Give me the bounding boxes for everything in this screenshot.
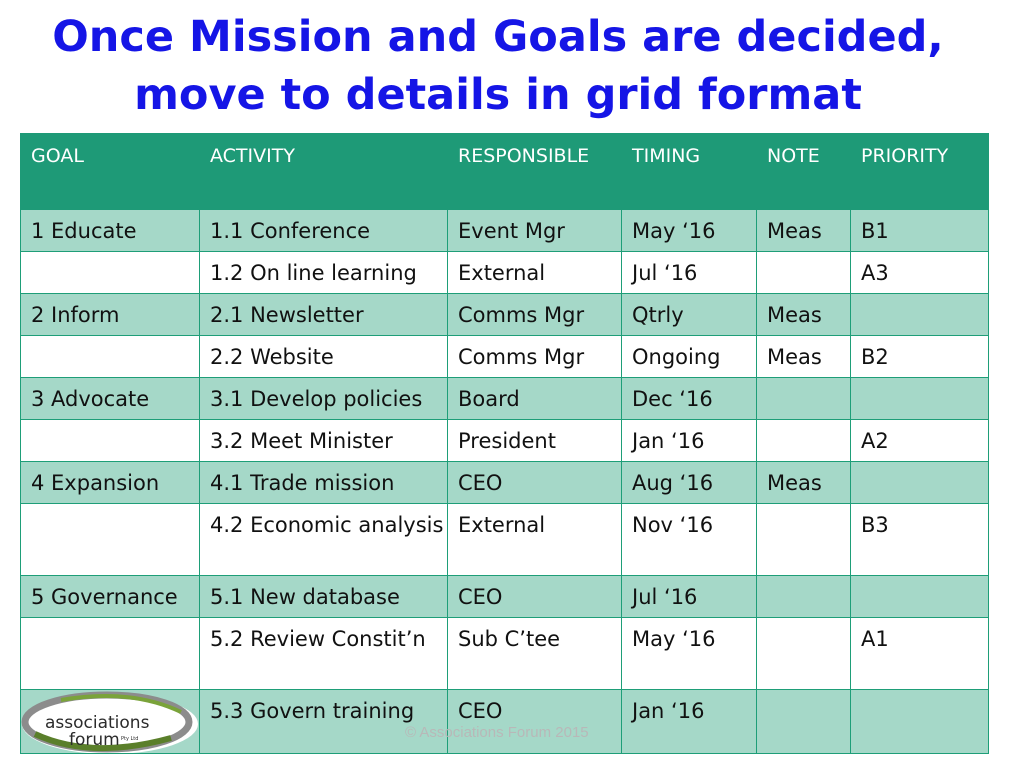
cell-activity: 1.1 Conference [199,209,448,252]
cell-goal-logo: associations forum Pty Ltd [20,689,200,754]
cell-goal [20,503,200,576]
cell-goal: 5 Governance [20,575,200,618]
cell-activity: 4.1 Trade mission [199,461,448,504]
cell-timing: Aug ‘16 [621,461,757,504]
header-note: NOTE [756,133,851,210]
table-row: 1 Educate 1.1 Conference Event Mgr May ‘… [20,209,989,252]
cell-responsible: Board [447,377,622,420]
cell-note: Meas [756,293,851,336]
header-goal: GOAL [20,133,200,210]
cell-priority: B2 [850,335,989,378]
cell-goal: 2 Inform [20,293,200,336]
cell-timing: Jul ‘16 [621,575,757,618]
cell-responsible: Event Mgr [447,209,622,252]
table-row: 4 Expansion 4.1 Trade mission CEO Aug ‘1… [20,461,989,504]
cell-activity: 3.2 Meet Minister [199,419,448,462]
table-row: 4.2 Economic analysis External Nov ‘16 B… [20,503,989,576]
header-priority: PRIORITY [850,133,989,210]
cell-note [756,377,851,420]
cell-note: Meas [756,461,851,504]
cell-timing: May ‘16 [621,617,757,690]
cell-activity: 5.1 New database [199,575,448,618]
cell-note [756,503,851,576]
table-row: 5.2 Review Constit’n Sub C’tee May ‘16 A… [20,617,989,690]
cell-goal: 3 Advocate [20,377,200,420]
cell-activity: 5.2 Review Constit’n [199,617,448,690]
cell-goal: 1 Educate [20,209,200,252]
cell-note [756,419,851,462]
cell-timing: May ‘16 [621,209,757,252]
logo-text-line-2: forum [69,730,120,750]
associations-forum-logo: associations forum Pty Ltd [21,691,198,753]
cell-timing: Jul ‘16 [621,251,757,294]
cell-responsible: CEO [447,575,622,618]
cell-responsible: Sub C’tee [447,617,622,690]
cell-responsible: External [447,251,622,294]
cell-timing: Jan ‘16 [621,689,757,754]
cell-goal [20,419,200,462]
logo-text-suffix: Pty Ltd [121,736,138,742]
cell-activity: 4.2 Economic analysis [199,503,448,576]
table-row: 1.2 On line learning External Jul ‘16 A3 [20,251,989,294]
cell-note [756,575,851,618]
cell-priority [850,689,989,754]
table-row: 3 Advocate 3.1 Develop policies Board De… [20,377,989,420]
cell-activity: 2.1 Newsletter [199,293,448,336]
cell-priority [850,461,989,504]
cell-responsible: CEO [447,689,622,754]
cell-note: Meas [756,335,851,378]
cell-note [756,617,851,690]
slide-title-line-2: move to details in grid format [134,70,862,120]
cell-note [756,251,851,294]
header-responsible: RESPONSIBLE [447,133,622,210]
cell-goal [20,335,200,378]
cell-activity: 5.3 Govern training [199,689,448,754]
table-row: associations forum Pty Ltd 5.3 Govern tr… [20,689,989,754]
cell-goal [20,617,200,690]
cell-responsible: CEO [447,461,622,504]
cell-timing: Ongoing [621,335,757,378]
cell-activity: 2.2 Website [199,335,448,378]
table-row: 3.2 Meet Minister President Jan ‘16 A2 [20,419,989,462]
cell-priority [850,575,989,618]
table-row: 2 Inform 2.1 Newsletter Comms Mgr Qtrly … [20,293,989,336]
cell-priority: A1 [850,617,989,690]
slide-title: Once Mission and Goals are decided, move… [0,8,996,124]
table-row: 5 Governance 5.1 New database CEO Jul ‘1… [20,575,989,618]
cell-responsible: Comms Mgr [447,335,622,378]
cell-priority [850,293,989,336]
cell-note [756,689,851,754]
cell-note: Meas [756,209,851,252]
cell-timing: Dec ‘16 [621,377,757,420]
cell-priority: B1 [850,209,989,252]
cell-timing: Jan ‘16 [621,419,757,462]
logo-text-line-1: associations [45,713,150,733]
cell-activity: 1.2 On line learning [199,251,448,294]
cell-priority: A2 [850,419,989,462]
cell-priority [850,377,989,420]
cell-responsible: Comms Mgr [447,293,622,336]
cell-priority: A3 [850,251,989,294]
slide-title-line-1: Once Mission and Goals are decided, [52,12,944,62]
cell-goal [20,251,200,294]
cell-activity: 3.1 Develop policies [199,377,448,420]
table-row: 2.2 Website Comms Mgr Ongoing Meas B2 [20,335,989,378]
goals-grid-table: GOAL ACTIVITY RESPONSIBLE TIMING NOTE PR… [20,133,989,754]
header-activity: ACTIVITY [199,133,448,210]
table-header-row: GOAL ACTIVITY RESPONSIBLE TIMING NOTE PR… [20,133,989,210]
cell-priority: B3 [850,503,989,576]
cell-timing: Nov ‘16 [621,503,757,576]
cell-goal: 4 Expansion [20,461,200,504]
cell-responsible: External [447,503,622,576]
cell-timing: Qtrly [621,293,757,336]
header-timing: TIMING [621,133,757,210]
cell-responsible: President [447,419,622,462]
copyright-footer: © Associations Forum 2015 [405,724,589,741]
